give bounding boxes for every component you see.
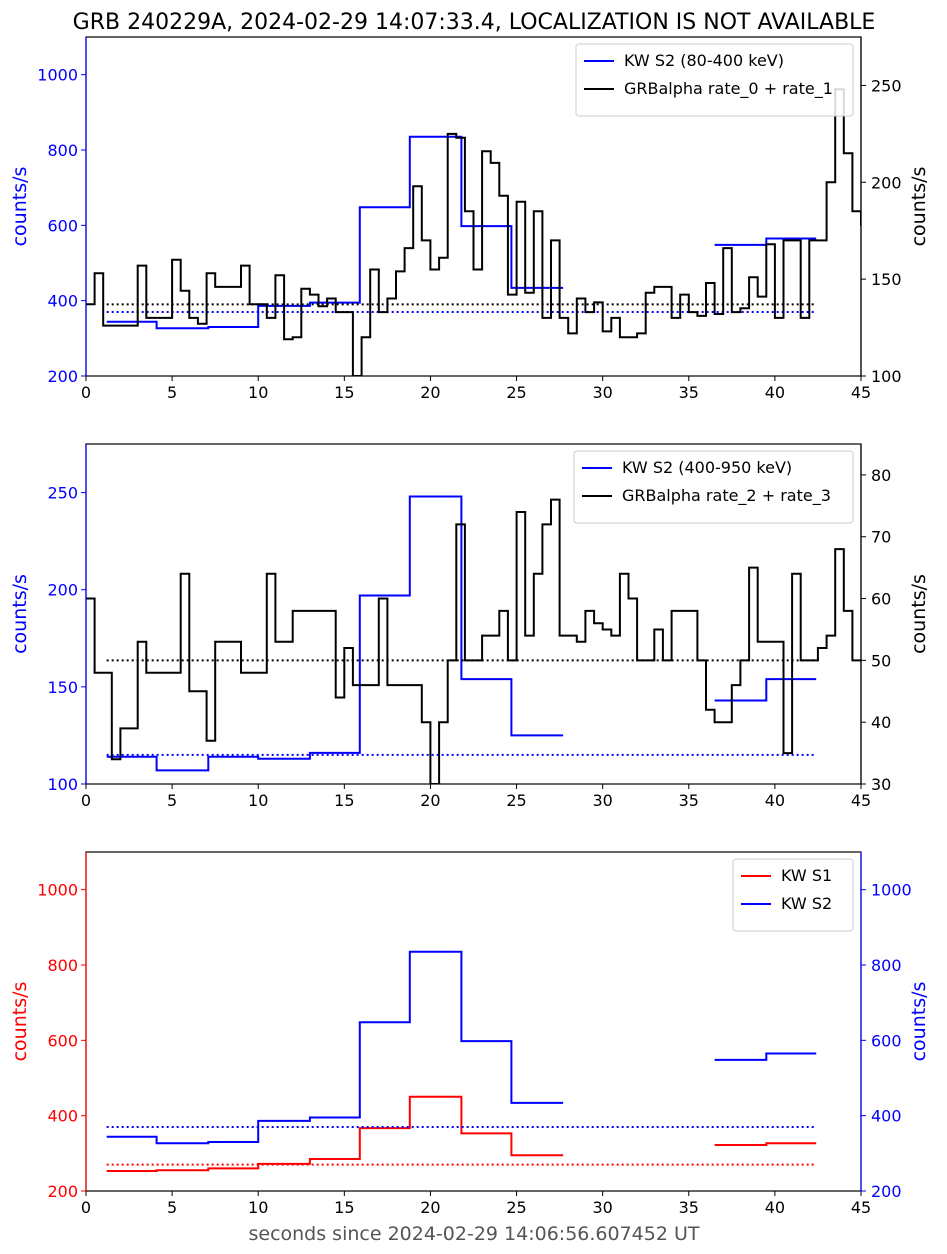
left-y-tick-label: 150	[47, 678, 78, 697]
x-tick-label: 45	[851, 1198, 871, 1217]
x-tick-label: 10	[248, 383, 268, 402]
right-y-axis-label: counts/s	[908, 167, 930, 247]
x-tick-label: 5	[167, 1198, 177, 1217]
right-y-tick-label: 800	[871, 956, 902, 975]
legend-label: KW S1	[781, 866, 832, 885]
x-tick-label: 20	[420, 791, 440, 810]
left-y-axis-label: counts/s	[9, 574, 31, 654]
panel-3: 0 5 10 15 20 25 30 35 40 452004006008001000counts…	[9, 851, 930, 1217]
x-axis-label: seconds since 2024-02-29 14:06:56.607452…	[248, 1223, 699, 1245]
series-line	[106, 1095, 564, 1172]
x-tick-label: 5	[167, 791, 177, 810]
x-tick-label: 5	[167, 383, 177, 402]
left-y-tick-label: 200	[47, 581, 78, 600]
panel-1: 0 5 10 15 20 25 30 35 40 45 200 400 600 800 1000 counts…	[9, 36, 930, 402]
x-tick-label: 45	[851, 383, 871, 402]
left-y-tick-label: 200	[47, 1182, 78, 1201]
right-y-tick-label: 100	[871, 367, 902, 386]
x-tick-label: 35	[679, 1198, 699, 1217]
right-y-tick-label: 50	[871, 651, 891, 670]
left-y-tick-label: 100	[47, 775, 78, 794]
x-tick-label: 15	[334, 1198, 354, 1217]
right-y-tick-label: 1000	[871, 881, 912, 900]
legend-label: KW S2 (400-950 keV)	[622, 458, 792, 477]
right-y-tick-label: 150	[871, 270, 902, 289]
series-line-segment	[714, 1052, 817, 1061]
x-tick-label: 45	[851, 791, 871, 810]
left-y-tick-label: 600	[47, 216, 78, 235]
x-tick-label: 0	[81, 791, 91, 810]
legend-box	[573, 450, 854, 524]
x-tick-label: 40	[765, 383, 785, 402]
x-tick-label: 20	[420, 1198, 440, 1217]
legend-label: GRBalpha rate_0 + rate_1	[624, 79, 833, 99]
x-tick-label: 30	[592, 383, 612, 402]
x-tick-label: 15	[334, 791, 354, 810]
x-tick-label: 25	[506, 1198, 526, 1217]
series-line	[86, 498, 861, 784]
left-y-axis-label: counts/s	[9, 982, 31, 1062]
legend-box	[575, 43, 854, 117]
x-tick-label: 30	[592, 791, 612, 810]
series-line	[106, 950, 564, 1145]
left-y-tick-label: 200	[47, 367, 78, 386]
legend-label: KW S2 (80-400 keV)	[624, 51, 784, 70]
plot-area	[86, 495, 861, 784]
left-y-tick-label: 400	[47, 292, 78, 311]
left-y-tick-label: 600	[47, 1031, 78, 1050]
right-y-tick-label: 200	[871, 173, 902, 192]
x-tick-label: 35	[679, 383, 699, 402]
x-tick-label: 10	[248, 791, 268, 810]
series-line	[106, 495, 564, 772]
x-tick-label: 15	[334, 383, 354, 402]
x-tick-label: 30	[592, 1198, 612, 1217]
figure-title: GRB 240229A, 2024-02-29 14:07:33.4, LOCA…	[73, 10, 876, 35]
left-y-tick-label: 1000	[37, 66, 78, 85]
series-line	[86, 88, 861, 376]
right-y-tick-label: 30	[871, 775, 891, 794]
right-y-tick-label: 200	[871, 1182, 902, 1201]
legend-label: GRBalpha rate_2 + rate_3	[622, 486, 831, 506]
x-tick-label: 25	[506, 383, 526, 402]
right-y-tick-label: 70	[871, 528, 891, 547]
left-y-tick-label: 400	[47, 1107, 78, 1126]
x-tick-label: 0	[81, 383, 91, 402]
left-y-axis-label: counts/s	[9, 167, 31, 247]
right-y-tick-label: 60	[871, 590, 891, 609]
right-y-tick-label: 600	[871, 1031, 902, 1050]
legend-label: KW S2	[781, 894, 832, 913]
right-y-tick-label: 400	[871, 1107, 902, 1126]
right-y-tick-label: 40	[871, 713, 891, 732]
series-line-segment	[714, 237, 817, 246]
x-tick-label: 20	[420, 383, 440, 402]
x-tick-label: 40	[765, 1198, 785, 1217]
right-y-tick-label: 80	[871, 466, 891, 485]
x-tick-label: 35	[679, 791, 699, 810]
left-y-tick-label: 250	[47, 484, 78, 503]
plot-area	[86, 88, 861, 376]
left-y-tick-label: 1000	[37, 881, 78, 900]
plot-area	[106, 950, 817, 1172]
right-y-tick-label: 250	[871, 76, 902, 95]
x-tick-label: 40	[765, 791, 785, 810]
x-tick-label: 25	[506, 791, 526, 810]
right-y-axis-label: counts/s	[908, 982, 930, 1062]
series-line-segment	[714, 1142, 817, 1146]
x-tick-label: 10	[248, 1198, 268, 1217]
panel-2: 0 5 10 15 20 25 30 35 40 45 100 150 200 250 counts/s 30…	[9, 443, 930, 810]
left-y-tick-label: 800	[47, 956, 78, 975]
series-line-segment	[714, 678, 817, 702]
x-tick-label: 0	[81, 1198, 91, 1217]
left-y-tick-label: 800	[47, 141, 78, 160]
right-y-axis-label: counts/s	[908, 574, 930, 654]
